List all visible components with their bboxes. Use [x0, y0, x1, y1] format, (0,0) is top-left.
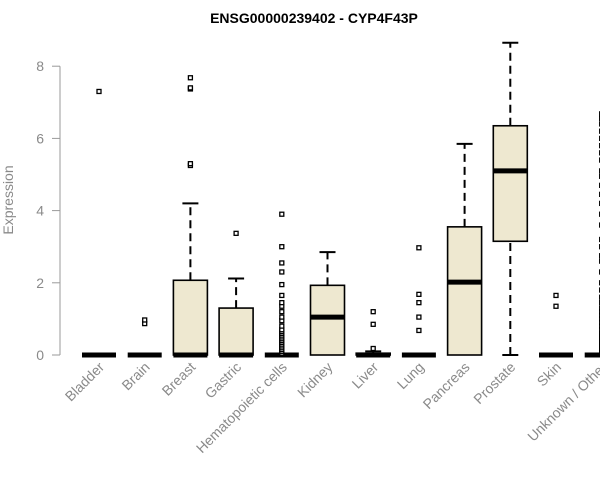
- boxes: [82, 41, 600, 358]
- outlier-point: [416, 245, 422, 251]
- outlier-point: [416, 291, 422, 298]
- box-body: [492, 124, 529, 243]
- box-pancreas: [446, 142, 483, 356]
- outlier-point: [279, 211, 285, 217]
- outlier-point: [96, 88, 102, 95]
- box-lung: [401, 245, 436, 358]
- outlier-point: [416, 300, 422, 306]
- outlier-point: [279, 244, 285, 250]
- outlier-point: [279, 260, 285, 266]
- outlier-point: [416, 327, 422, 334]
- y-tick-label: 6: [36, 130, 44, 146]
- box-hematopoietic-cells: [264, 211, 299, 358]
- box-gastric: [218, 230, 254, 358]
- y-tick-label: 0: [36, 347, 44, 363]
- x-tick-label: Lung: [394, 359, 427, 392]
- outlier-point: [279, 300, 285, 306]
- x-tick-label: Hematopoietic cells: [193, 359, 290, 456]
- y-tick-label: 4: [36, 203, 44, 219]
- x-tick-label: Brain: [118, 359, 152, 393]
- y-tick-label: 2: [36, 275, 44, 291]
- box-unknown-other: [584, 111, 600, 358]
- outlier-point: [233, 230, 239, 236]
- x-tick-label: Skin: [534, 359, 565, 390]
- outlier-point: [416, 314, 422, 320]
- x-tick-label: Prostate: [470, 359, 518, 407]
- box-skin: [539, 292, 573, 358]
- outlier-point: [370, 345, 376, 352]
- outlier-point: [187, 85, 194, 91]
- x-tick-label: Liver: [349, 359, 382, 392]
- chart-title: ENSG00000239402 - CYP4F43P: [210, 10, 418, 26]
- outlier-point: [187, 75, 194, 81]
- box-bladder: [82, 88, 116, 358]
- outlier-point: [187, 161, 194, 167]
- x-tick-label: Gastric: [202, 359, 245, 402]
- x-tick-label: Kidney: [294, 359, 336, 401]
- outlier-point: [142, 317, 148, 323]
- box-body: [309, 284, 346, 356]
- x-tick-label: Pancreas: [420, 359, 473, 412]
- outlier-point: [553, 303, 559, 309]
- outlier-point: [279, 281, 285, 288]
- outlier-point: [279, 323, 285, 329]
- box-breast: [172, 75, 209, 358]
- box-kidney: [309, 251, 346, 356]
- box-body: [446, 226, 483, 356]
- outlier-point: [370, 321, 376, 327]
- y-tick-label: 8: [36, 58, 44, 74]
- outlier-point: [553, 292, 559, 299]
- box-body: [172, 279, 209, 356]
- x-tick-label: Bladder: [62, 359, 108, 405]
- outlier-point: [279, 309, 285, 315]
- outlier-point: [279, 314, 285, 320]
- y-axis-label: Expression: [0, 165, 16, 234]
- x-tick-label: Breast: [159, 359, 199, 399]
- box-prostate: [492, 41, 529, 356]
- box-liver: [355, 309, 392, 358]
- box-body: [218, 307, 254, 356]
- outlier-point: [279, 292, 285, 299]
- axes: 0 2 4 6 8: [36, 58, 61, 363]
- outlier-point: [279, 269, 285, 275]
- outlier-point: [370, 309, 376, 315]
- box-brain: [127, 317, 162, 358]
